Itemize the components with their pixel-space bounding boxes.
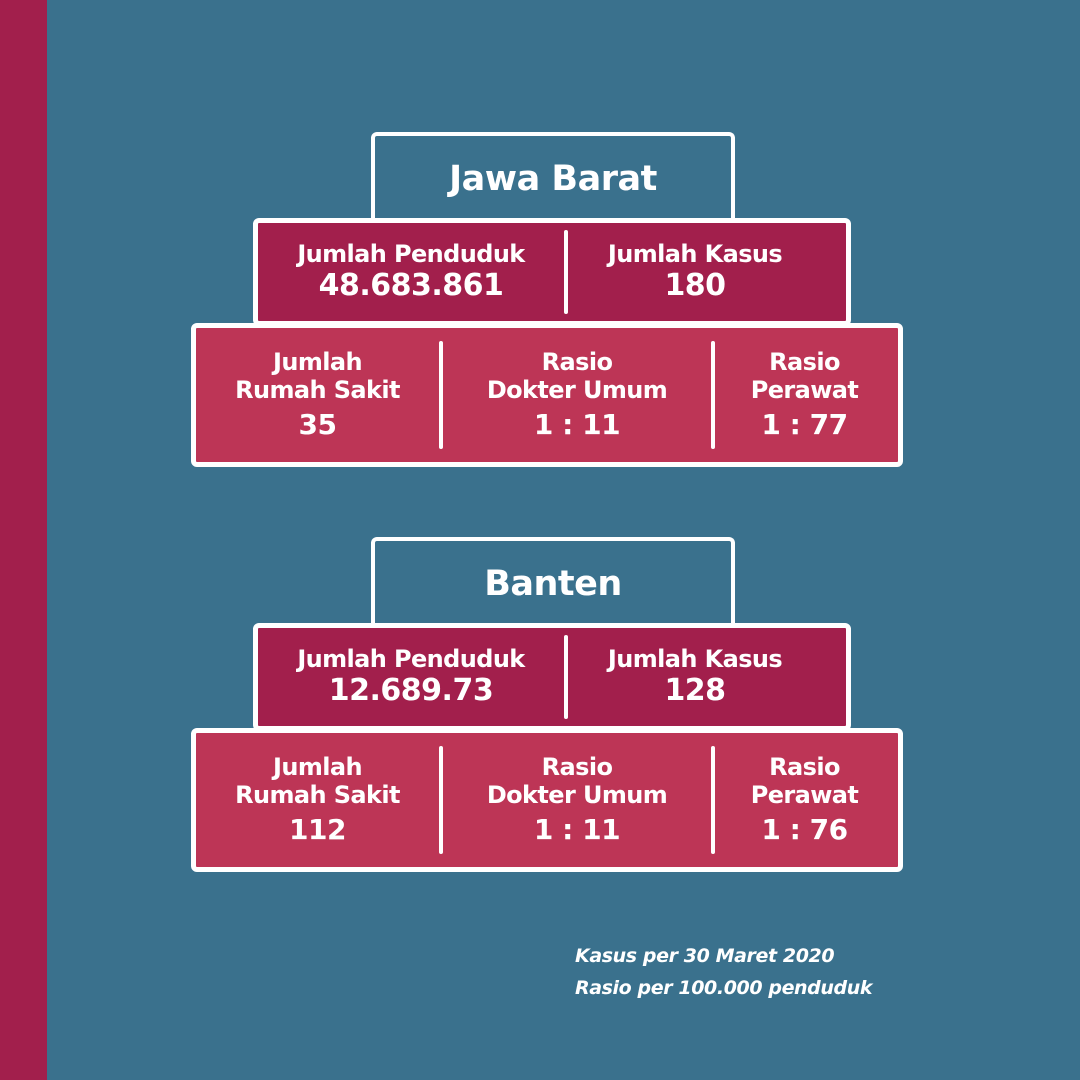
cases-cell: Jumlah Kasus 128 — [568, 628, 822, 726]
cases-cell: Jumlah Kasus 180 — [568, 223, 822, 321]
footnote-line-date: Kasus per 30 Maret 2020 — [575, 945, 835, 967]
nurse-ratio-label-line2: Perawat — [750, 375, 859, 404]
hospital-label-line2: Rumah Sakit — [235, 780, 400, 809]
population-label: Jumlah Penduduk — [297, 239, 525, 268]
hospital-label-line2: Rumah Sakit — [235, 375, 400, 404]
divider — [439, 341, 443, 449]
cases-label: Jumlah Kasus — [607, 239, 783, 268]
hospital-cell: Jumlah Rumah Sakit 112 — [196, 733, 439, 867]
population-label: Jumlah Penduduk — [297, 644, 525, 673]
nurse-ratio-cell: Rasio Perawat 1 : 77 — [715, 328, 894, 462]
region-title: Banten — [371, 537, 735, 627]
footnote-line-ratio: Rasio per 100.000 penduduk — [575, 977, 873, 999]
divider — [564, 635, 568, 719]
nurse-ratio-label-line2: Perawat — [750, 780, 859, 809]
region-card-banten: Banten Jumlah Penduduk 12.689.73 Jumlah … — [0, 537, 1080, 877]
hospital-label-line1: Jumlah — [273, 753, 363, 782]
nurse-ratio-label-line1: Rasio — [769, 348, 840, 377]
doctor-ratio-cell: Rasio Dokter Umum 1 : 11 — [443, 733, 711, 867]
region-title: Jawa Barat — [371, 132, 735, 222]
region-card-jawa-barat: Jawa Barat Jumlah Penduduk 48.683.861 Ju… — [0, 132, 1080, 472]
population-cell: Jumlah Penduduk 12.689.73 — [258, 628, 564, 726]
doctor-ratio-cell: Rasio Dokter Umum 1 : 11 — [443, 328, 711, 462]
cases-value: 180 — [664, 267, 726, 303]
nurse-ratio-cell: Rasio Perawat 1 : 76 — [715, 733, 894, 867]
doctor-ratio-value: 1 : 11 — [533, 407, 621, 441]
divider — [711, 746, 715, 854]
doctor-ratio-value: 1 : 11 — [533, 812, 621, 846]
population-value: 12.689.73 — [328, 672, 494, 708]
population-cases-row: Jumlah Penduduk 48.683.861 Jumlah Kasus … — [253, 218, 851, 326]
cases-value: 128 — [664, 672, 726, 708]
doctor-ratio-label-line2: Dokter Umum — [486, 375, 668, 404]
hospital-label-line1: Jumlah — [273, 348, 363, 377]
hospital-value: 112 — [289, 812, 346, 846]
cases-label: Jumlah Kasus — [607, 644, 783, 673]
divider — [439, 746, 443, 854]
doctor-ratio-label-line2: Dokter Umum — [486, 780, 668, 809]
divider — [564, 230, 568, 314]
hospital-value: 35 — [298, 407, 337, 441]
facilities-row: Jumlah Rumah Sakit 35 Rasio Dokter Umum … — [191, 323, 903, 467]
population-cell: Jumlah Penduduk 48.683.861 — [258, 223, 564, 321]
facilities-row: Jumlah Rumah Sakit 112 Rasio Dokter Umum… — [191, 728, 903, 872]
nurse-ratio-value: 1 : 76 — [761, 812, 848, 846]
footnote: Kasus per 30 Maret 2020 Rasio per 100.00… — [575, 940, 872, 1004]
doctor-ratio-label-line1: Rasio — [541, 348, 613, 377]
doctor-ratio-label-line1: Rasio — [541, 753, 613, 782]
nurse-ratio-value: 1 : 77 — [761, 407, 848, 441]
nurse-ratio-label-line1: Rasio — [769, 753, 840, 782]
hospital-cell: Jumlah Rumah Sakit 35 — [196, 328, 439, 462]
divider — [711, 341, 715, 449]
population-value: 48.683.861 — [318, 267, 504, 303]
population-cases-row: Jumlah Penduduk 12.689.73 Jumlah Kasus 1… — [253, 623, 851, 731]
side-stripe — [0, 0, 47, 1080]
